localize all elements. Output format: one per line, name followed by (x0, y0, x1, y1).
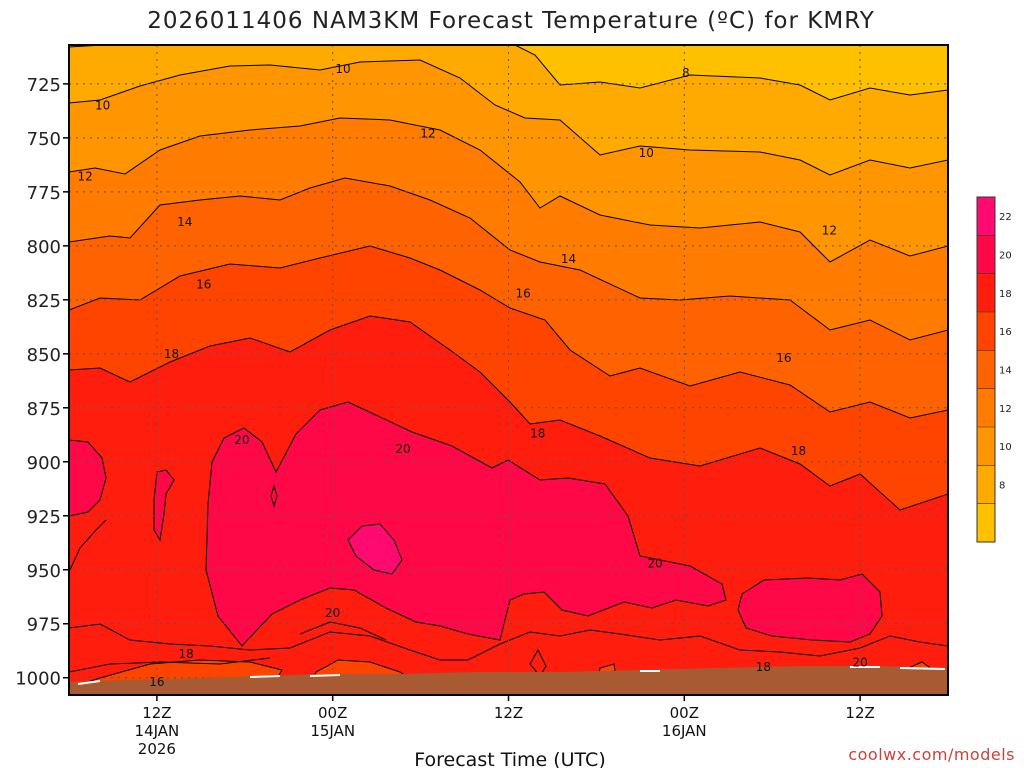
band-20-22-left (69, 439, 107, 517)
x-tick-label: 12Z (845, 704, 874, 722)
band-20-22-main (205, 401, 727, 647)
contour-label: 20 (325, 606, 340, 620)
y-tick-label: 825 (27, 291, 61, 312)
x-axis-label: Forecast Time (UTC) (414, 749, 605, 768)
x-tick-label: 00Z (670, 704, 699, 722)
contour-labels: 10 10 8 12 10 12 14 12 14 16 16 18 16 20 18 20 18 20 20 18 2… (77, 62, 867, 689)
contour-label: 10 (95, 98, 110, 112)
ground-snowline (77, 666, 946, 685)
x-tick-label: 14JAN (135, 722, 180, 740)
colorbar-frame (976, 196, 996, 543)
contour-label: 20 (852, 656, 867, 670)
y-axis: 725 750 775 800 825 850 875 900 925 950 975 1000 (15, 75, 69, 690)
colorbar-label: 16 (999, 327, 1012, 338)
contour-label: 12 (420, 127, 435, 141)
contour-label: 10 (335, 62, 350, 76)
contour-label: 12 (822, 224, 837, 238)
credit-text: coolwx.com/models (848, 745, 1015, 764)
colorbar-swatch (977, 465, 995, 504)
contour-label: 8 (682, 66, 690, 80)
y-tick-label: 925 (27, 507, 61, 528)
y-tick-label: 850 (27, 345, 61, 366)
band-gt22-core (347, 523, 403, 575)
y-tick-label: 900 (27, 453, 61, 474)
contour-label: 10 (639, 146, 654, 160)
x-tick-label: 15JAN (310, 722, 355, 740)
colorbar-label: 18 (999, 289, 1012, 300)
contour-label: 20 (395, 442, 410, 456)
colorbar-label: 14 (999, 366, 1012, 377)
colorbar-swatch (977, 235, 995, 274)
colorbar-label: 22 (999, 212, 1012, 223)
contour-label: 16 (776, 351, 791, 365)
x-tick-label: 2026 (138, 740, 176, 758)
contour-label: 16 (149, 675, 164, 689)
contour-label: 14 (177, 215, 192, 229)
contour-lower-18 (69, 623, 948, 661)
y-tick-label: 800 (27, 237, 61, 258)
colorbar-swatch (977, 273, 995, 312)
y-tick-label: 975 (27, 615, 61, 636)
colorbar-swatch (977, 312, 995, 351)
contour-label: 12 (77, 170, 92, 184)
colorbar-label: 10 (999, 442, 1012, 453)
colorbar-label: 12 (999, 404, 1012, 415)
colorbar: 22 20 18 16 14 12 10 8 (976, 196, 1012, 543)
colorbar-swatch (977, 503, 995, 542)
x-tick-label: 16JAN (662, 722, 707, 740)
contour-label: 18 (164, 347, 179, 361)
contour-label: 18 (756, 660, 771, 674)
contour-lower-18b (69, 519, 107, 573)
contour-label: 16 (196, 278, 211, 292)
y-tick-label: 950 (27, 561, 61, 582)
x-tick-label: 12Z (494, 704, 523, 722)
ground-surface (69, 666, 948, 695)
band-20-22-right (737, 573, 883, 643)
band-20-22-sliver (153, 469, 175, 542)
colorbar-swatch (977, 350, 995, 389)
band-20-22-lens (270, 484, 278, 508)
contour-lower-19 (299, 621, 387, 641)
contour-label: 18 (530, 427, 545, 441)
temperature-bands (69, 45, 948, 695)
y-tick-label: 1000 (15, 669, 61, 690)
y-tick-label: 875 (27, 399, 61, 420)
contour-label: 14 (561, 252, 576, 266)
contour-label: 20 (647, 556, 662, 570)
colorbar-swatch (977, 197, 995, 236)
contour-label: 16 (516, 286, 531, 300)
colorbar-label: 20 (999, 251, 1012, 262)
x-tick-label: 00Z (318, 704, 347, 722)
colorbar-swatch (977, 427, 995, 466)
contour-label: 18 (179, 647, 194, 661)
chart-title: 2026011406 NAM3KM Forecast Temperature (… (147, 8, 875, 34)
colorbar-swatch (977, 388, 995, 427)
x-tick-label: 12Z (142, 704, 171, 722)
contour-label: 20 (234, 433, 249, 447)
colorbar-label: 8 (999, 481, 1005, 492)
y-tick-label: 725 (27, 75, 61, 96)
y-tick-label: 775 (27, 183, 61, 204)
contour-label: 18 (791, 444, 806, 458)
y-tick-label: 750 (27, 129, 61, 150)
contour-lower-16-line (69, 657, 271, 673)
